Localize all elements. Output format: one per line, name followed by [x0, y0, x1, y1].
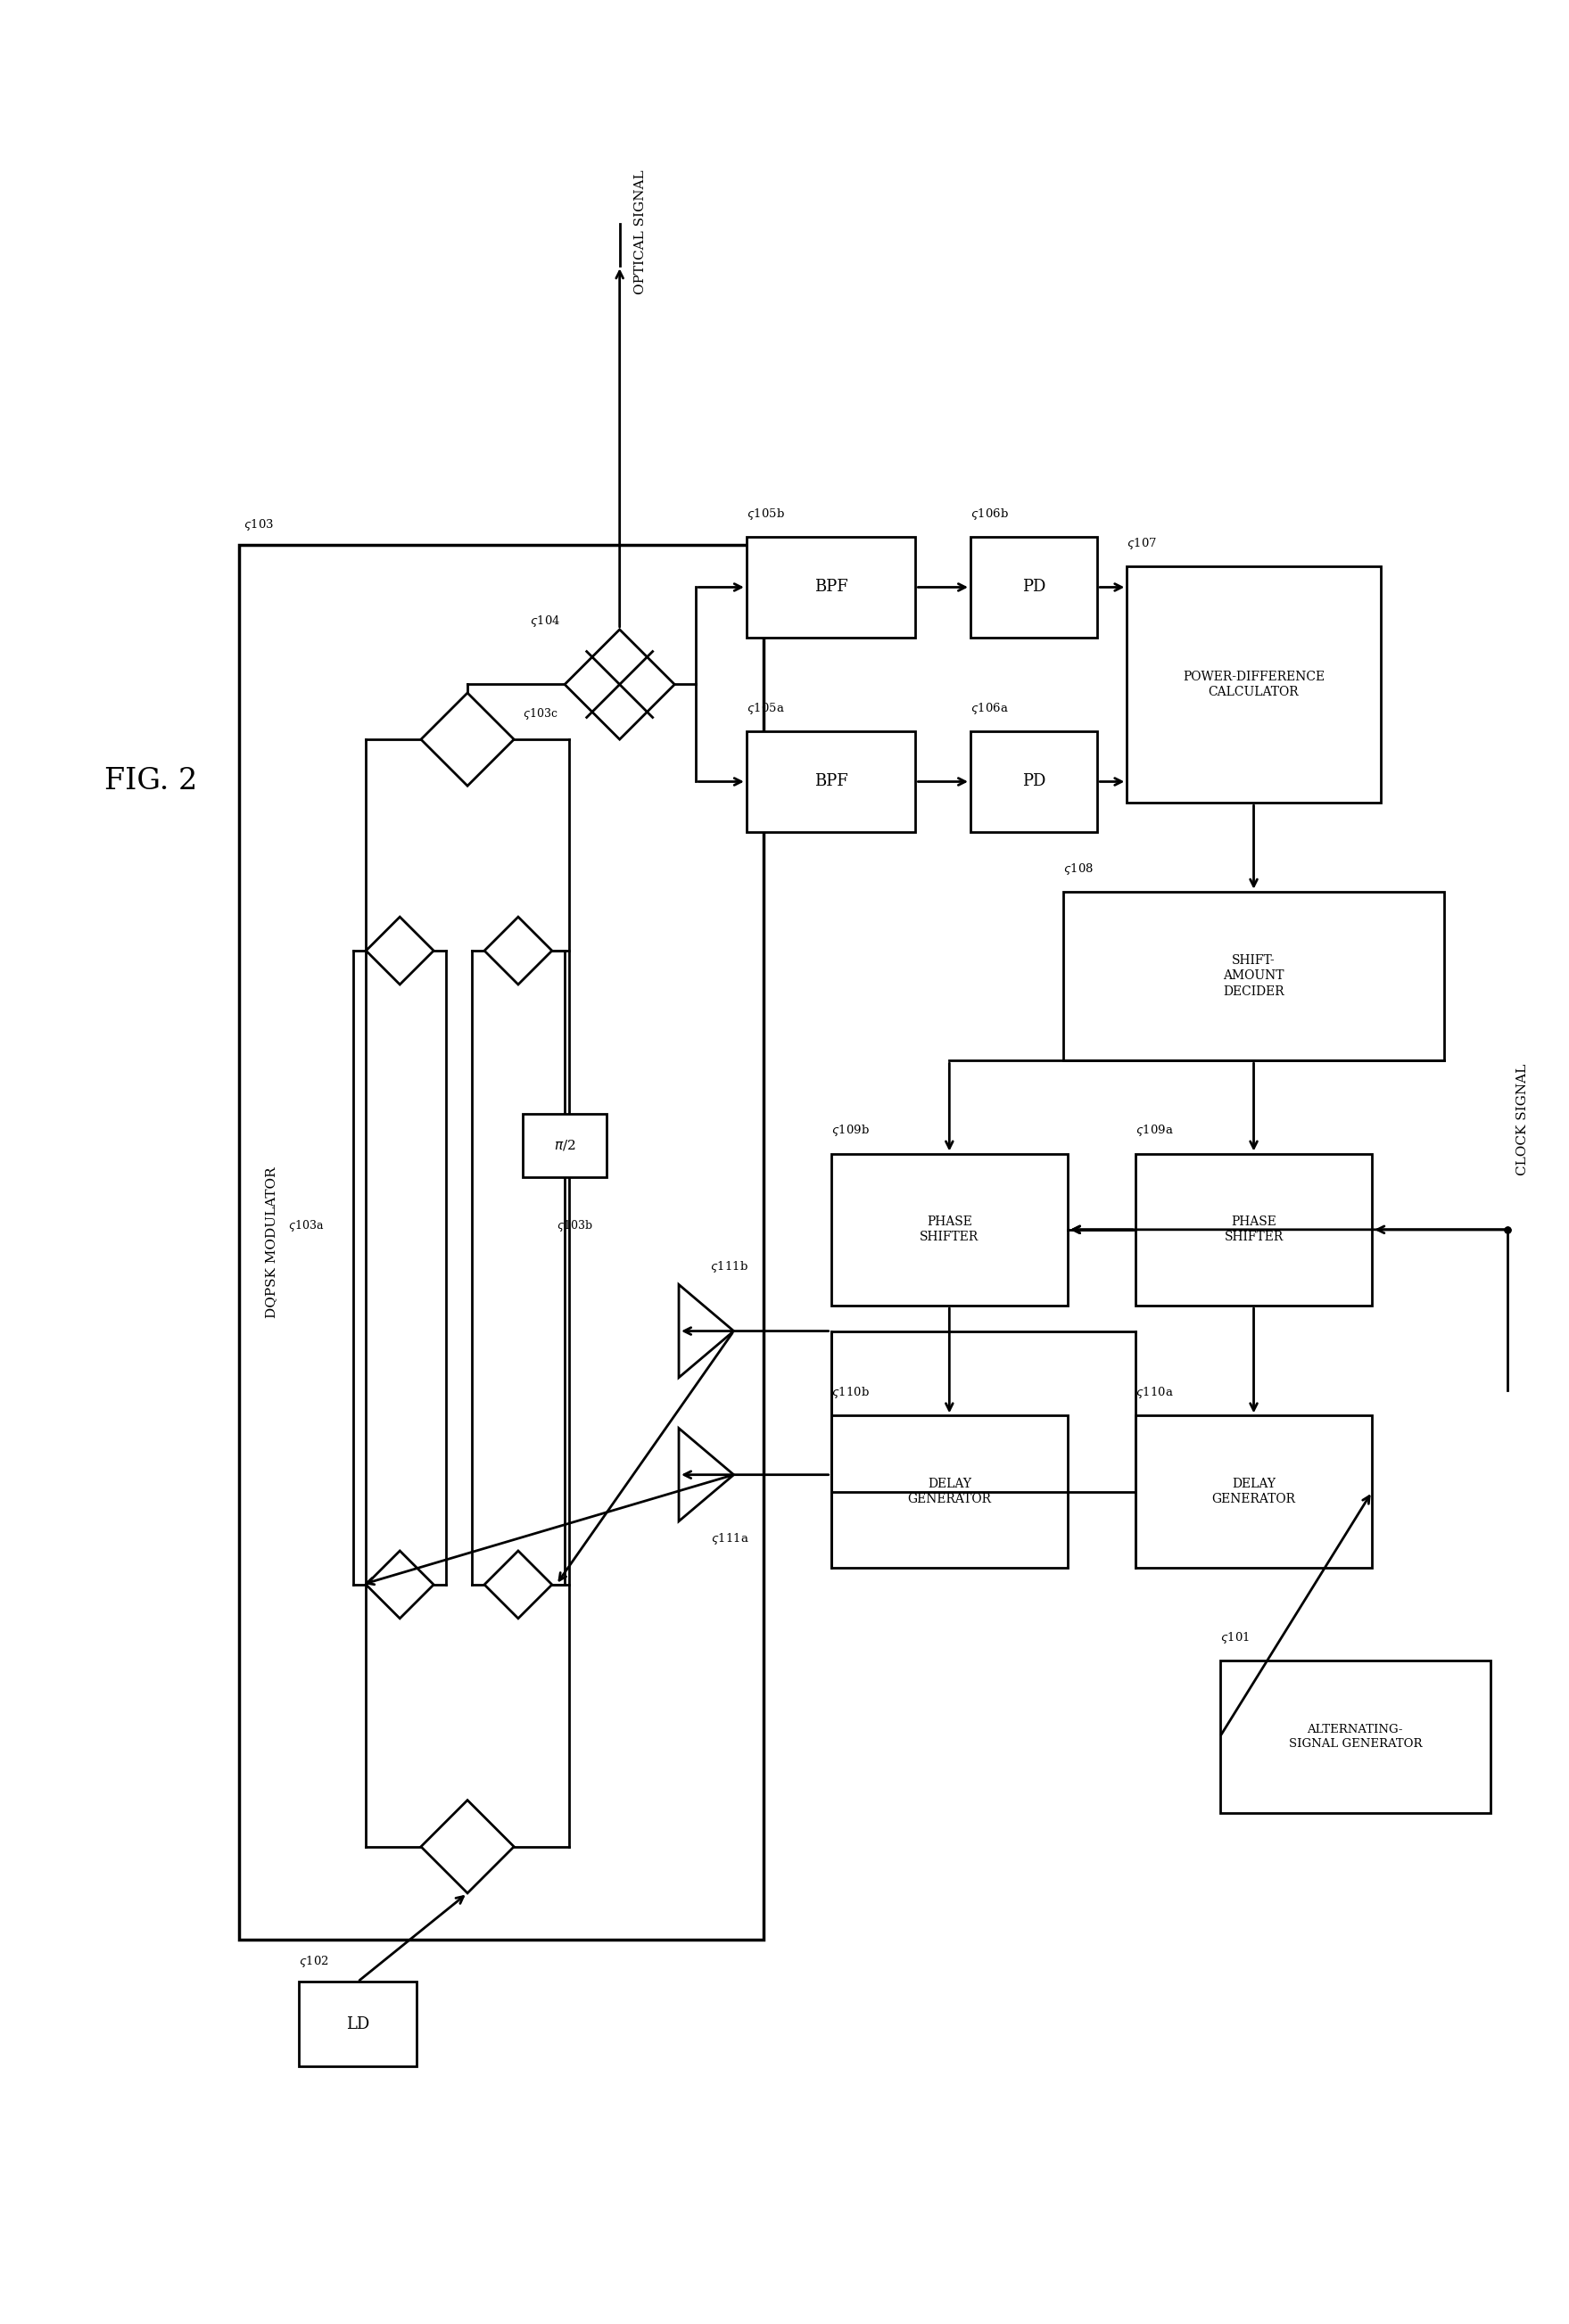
Text: $\varsigma$101: $\varsigma$101 — [1219, 1631, 1249, 1645]
Text: DELAY
GENERATOR: DELAY GENERATOR — [1211, 1478, 1296, 1506]
Text: OPTICAL SIGNAL: OPTICAL SIGNAL — [634, 170, 646, 295]
Text: $\varsigma$106b: $\varsigma$106b — [971, 507, 1009, 521]
Text: $\varsigma$110a: $\varsigma$110a — [1136, 1385, 1174, 1401]
Polygon shape — [420, 1801, 515, 1894]
Text: $\varsigma$103: $\varsigma$103 — [243, 518, 275, 532]
Text: LD: LD — [345, 2017, 369, 2031]
Bar — [1136, 1415, 1371, 1569]
Text: ALTERNATING-
SIGNAL GENERATOR: ALTERNATING- SIGNAL GENERATOR — [1288, 1724, 1422, 1750]
Text: $\varsigma$109a: $\varsigma$109a — [1136, 1122, 1174, 1139]
Polygon shape — [565, 630, 675, 739]
Text: PHASE
SHIFTER: PHASE SHIFTER — [919, 1215, 979, 1243]
Text: $\varsigma$103c: $\varsigma$103c — [522, 706, 557, 720]
Bar — [1219, 1662, 1491, 1813]
Text: $\varsigma$103b: $\varsigma$103b — [557, 1218, 593, 1234]
Text: $\varsigma$107: $\varsigma$107 — [1127, 537, 1158, 551]
Bar — [298, 1982, 417, 2066]
Text: $\varsigma$106a: $\varsigma$106a — [971, 700, 1009, 716]
Text: CLOCK SIGNAL: CLOCK SIGNAL — [1516, 1064, 1528, 1176]
Text: $\varsigma$105b: $\varsigma$105b — [747, 507, 784, 521]
Polygon shape — [679, 1429, 734, 1522]
Text: $\pi$/2: $\pi$/2 — [554, 1139, 576, 1153]
Text: POWER-DIFFERENCE
CALCULATOR: POWER-DIFFERENCE CALCULATOR — [1183, 672, 1324, 700]
Polygon shape — [420, 693, 515, 786]
Bar — [522, 1113, 607, 1176]
Bar — [832, 1153, 1068, 1306]
Polygon shape — [679, 1285, 734, 1378]
Bar — [1136, 1153, 1371, 1306]
Text: DELAY
GENERATOR: DELAY GENERATOR — [907, 1478, 992, 1506]
Bar — [238, 544, 764, 1941]
Polygon shape — [485, 1550, 552, 1618]
Text: $\varsigma$108: $\varsigma$108 — [1064, 862, 1094, 876]
Text: PD: PD — [1021, 774, 1045, 790]
Bar — [971, 537, 1097, 639]
Polygon shape — [366, 1550, 433, 1618]
Text: $\varsigma$103a: $\varsigma$103a — [287, 1218, 323, 1234]
Text: FIG. 2: FIG. 2 — [104, 767, 198, 795]
Text: $\varsigma$111a: $\varsigma$111a — [711, 1532, 748, 1545]
Text: DQPSK MODULATOR: DQPSK MODULATOR — [265, 1167, 278, 1318]
Bar — [747, 732, 916, 832]
Text: $\varsigma$111b: $\varsigma$111b — [711, 1260, 748, 1274]
Text: $\varsigma$110b: $\varsigma$110b — [832, 1385, 869, 1401]
Bar — [1064, 892, 1443, 1060]
Text: BPF: BPF — [814, 579, 847, 595]
Bar — [971, 732, 1097, 832]
Polygon shape — [366, 918, 433, 985]
Bar — [1127, 567, 1381, 802]
Bar — [747, 537, 916, 639]
Text: $\varsigma$109b: $\varsigma$109b — [832, 1122, 869, 1139]
Text: PHASE
SHIFTER: PHASE SHIFTER — [1224, 1215, 1283, 1243]
Text: $\varsigma$104: $\varsigma$104 — [530, 614, 560, 627]
Text: $\varsigma$102: $\varsigma$102 — [298, 1954, 328, 1968]
Bar — [832, 1415, 1068, 1569]
Text: $\varsigma$105a: $\varsigma$105a — [747, 700, 784, 716]
Polygon shape — [485, 918, 552, 985]
Text: BPF: BPF — [814, 774, 847, 790]
Text: SHIFT-
AMOUNT
DECIDER: SHIFT- AMOUNT DECIDER — [1224, 955, 1285, 997]
Text: PD: PD — [1021, 579, 1045, 595]
